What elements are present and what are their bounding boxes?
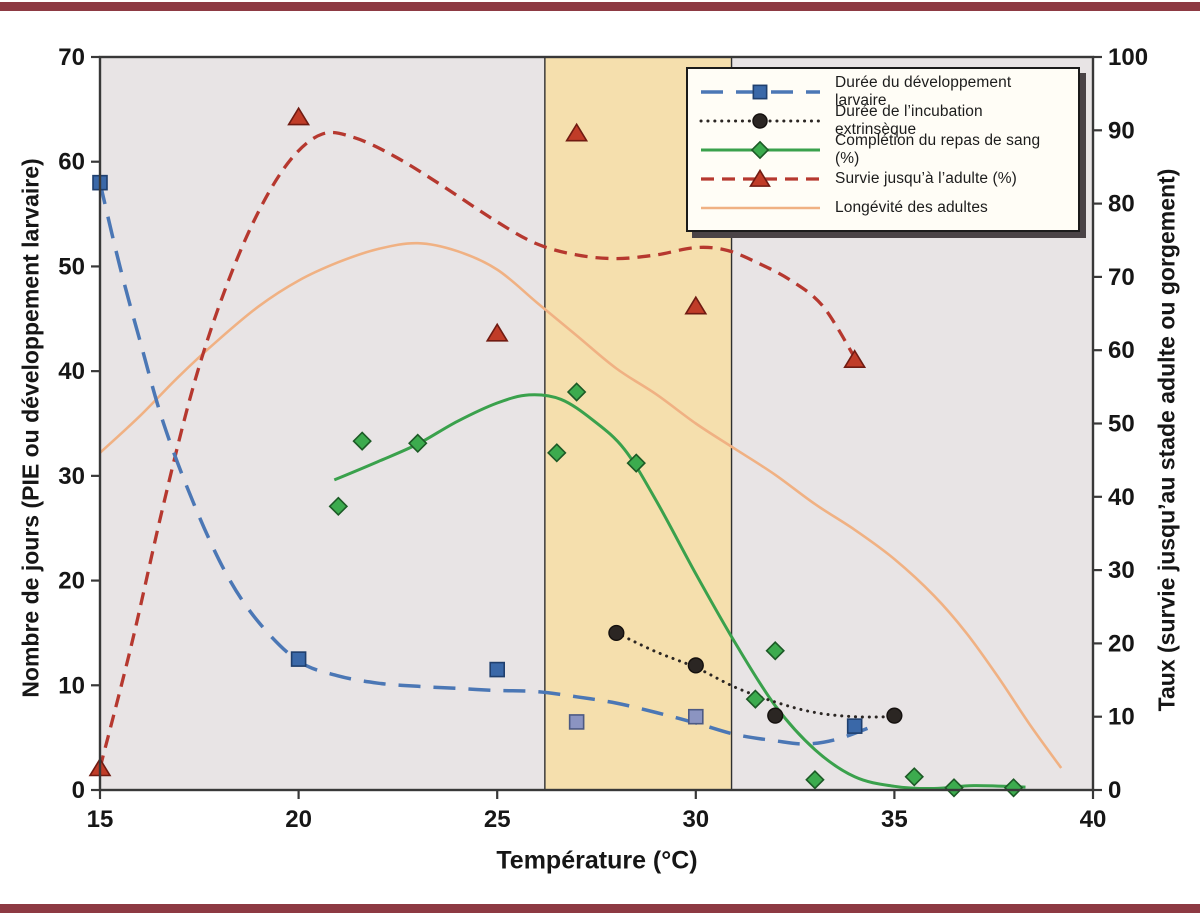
curve-series-2: [333, 393, 1026, 791]
legend-label: Longévité des adultes: [835, 198, 988, 216]
svg-text:15: 15: [87, 806, 114, 833]
svg-text:25: 25: [484, 806, 511, 833]
bottom-accent-bar: [0, 904, 1200, 913]
svg-text:35: 35: [881, 806, 908, 833]
y-axis-label-left: Nombre de jours (PIE ou développement la…: [17, 158, 44, 698]
svg-text:20: 20: [285, 806, 312, 833]
legend-item-larval-development: Durée du développement larvaire: [698, 74, 1066, 109]
svg-text:40: 40: [58, 358, 85, 385]
legend-label: Survie jusqu’à l’adulte (%): [835, 169, 1017, 187]
legend-sample-line-icon: [701, 168, 820, 187]
svg-text:70: 70: [58, 44, 85, 71]
x-axis-label: Température (°C): [496, 846, 698, 875]
axis-ticks: 0 10 20 30 40 50 60 70 0 10 20 30 40 50 60 70 80 90 100 15 2…: [58, 44, 1148, 833]
legend-label: Durée de l’incubation extrinsèque: [835, 102, 983, 138]
markers-series-4: [608, 624, 903, 724]
y-axis-label-right: Taux (survie jusqu’au stade adulte ou go…: [1153, 168, 1180, 712]
svg-text:20: 20: [58, 568, 85, 595]
top-accent-bar: [0, 2, 1200, 11]
legend-label: Complétion du repas de sang (%): [835, 131, 1041, 167]
legend-sample-line-icon: [701, 140, 820, 159]
curve-series-0: [99, 241, 1063, 769]
svg-text:30: 30: [58, 463, 85, 490]
svg-text:80: 80: [1108, 191, 1135, 218]
legend-sample-line-icon: [701, 206, 820, 209]
legend-sample-line-icon: [699, 112, 822, 129]
svg-text:0: 0: [1108, 777, 1121, 804]
svg-text:50: 50: [58, 253, 85, 280]
svg-text:70: 70: [1108, 264, 1135, 291]
curve-series-3: [98, 182, 880, 746]
svg-text:60: 60: [58, 149, 85, 176]
markers-series-2: [328, 382, 1024, 798]
svg-text:10: 10: [1108, 704, 1135, 731]
svg-text:40: 40: [1108, 484, 1135, 511]
legend-item-extrinsic-incubation: Durée de l’incubation extrinsèque: [698, 103, 1066, 138]
markers-series-3: [92, 174, 863, 734]
svg-text:10: 10: [58, 672, 85, 699]
series-markers: [88, 106, 1024, 798]
svg-text:50: 50: [1108, 411, 1135, 438]
legend-label: Durée du développement larvaire: [835, 73, 1012, 109]
legend-sample-line-icon: [701, 84, 820, 99]
svg-text:0: 0: [72, 777, 85, 804]
curve-series-1: [98, 130, 857, 769]
svg-text:100: 100: [1108, 44, 1148, 71]
svg-text:40: 40: [1080, 806, 1107, 833]
legend-item-blood-meal: Complétion du repas de sang (%): [698, 132, 1066, 167]
svg-text:20: 20: [1108, 630, 1135, 657]
svg-text:30: 30: [682, 806, 709, 833]
legend-item-adult-longevity: Longévité des adultes: [698, 194, 1066, 221]
svg-text:60: 60: [1108, 337, 1135, 364]
svg-text:30: 30: [1108, 557, 1135, 584]
svg-text:90: 90: [1108, 117, 1135, 144]
legend-item-survival-to-adult: Survie jusqu’à l’adulte (%): [698, 165, 1066, 192]
legend: Durée du développement larvaire Durée de…: [686, 67, 1080, 232]
